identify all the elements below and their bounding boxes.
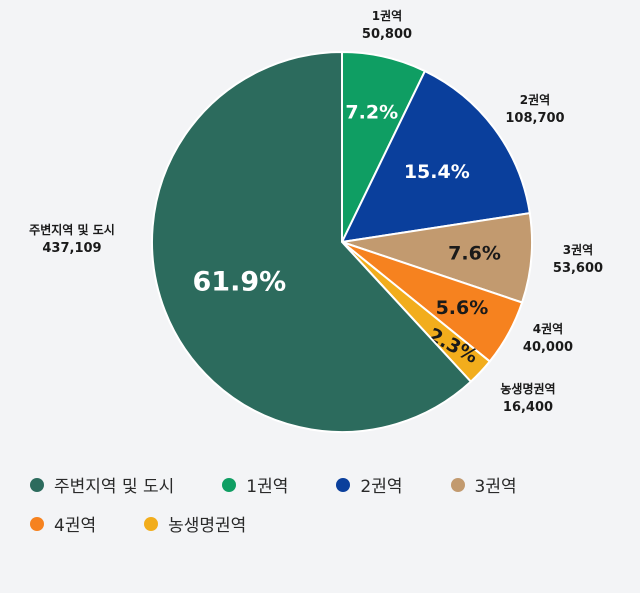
slice-percent-label: 7.2% (345, 101, 398, 123)
legend-label: 주변지역 및 도시 (54, 477, 175, 497)
slice-name-label: 1권역 (372, 8, 402, 23)
legend-label: 농생명권역 (168, 516, 247, 536)
slice-value-label: 53,600 (553, 261, 603, 276)
legend-item: 4권역 (30, 511, 96, 536)
pie-slice (340, 69, 531, 244)
slice-value-label: 437,109 (42, 241, 101, 256)
slice-name-label: 농생명권역 (500, 381, 555, 396)
pie-slice (151, 50, 473, 433)
slice-percent-label: 7.6% (448, 242, 501, 264)
legend-item: 농생명권역 (144, 511, 246, 536)
legend-swatch (144, 516, 159, 531)
legend-item: 1권역 (222, 472, 288, 497)
legend-item: 3권역 (450, 472, 517, 497)
legend: 주변지역 및 도시 1권역 2권역 3권역 4권역 농생명권역 (30, 472, 630, 536)
slice-percent-label: 61.9% (193, 267, 287, 298)
legend-swatch (336, 477, 351, 492)
slice-value-label: 40,000 (523, 340, 573, 355)
pie-chart: 7.2% 1권역 50,800 15.4% 2권역 108,700 7.6% 3권역 53,60… (29, 8, 603, 433)
legend-swatch (222, 477, 237, 492)
legend-label: 2권역 (360, 477, 403, 497)
slice-value-label: 108,700 (505, 111, 564, 126)
slice-name-label: 4권역 (533, 321, 563, 336)
legend-swatch (450, 477, 465, 492)
legend-item: 주변지역 및 도시 (30, 472, 174, 497)
slice-value-label: 16,400 (503, 400, 553, 415)
slice-name-label: 3권역 (563, 242, 593, 257)
slice-percent-label: 15.4% (404, 161, 470, 183)
slice-percent-label: 5.6% (436, 297, 489, 319)
legend-label: 1권역 (246, 477, 289, 497)
legend-item: 2권역 (336, 472, 403, 497)
slice-value-label: 50,800 (362, 27, 412, 42)
slice-name-label: 2권역 (520, 92, 550, 107)
legend-swatch (30, 516, 44, 531)
slice-name-label: 주변지역 및 도시 (29, 222, 115, 237)
legend-label: 4권역 (54, 516, 97, 536)
legend-swatch (30, 477, 44, 492)
legend-label: 3권역 (474, 477, 517, 497)
